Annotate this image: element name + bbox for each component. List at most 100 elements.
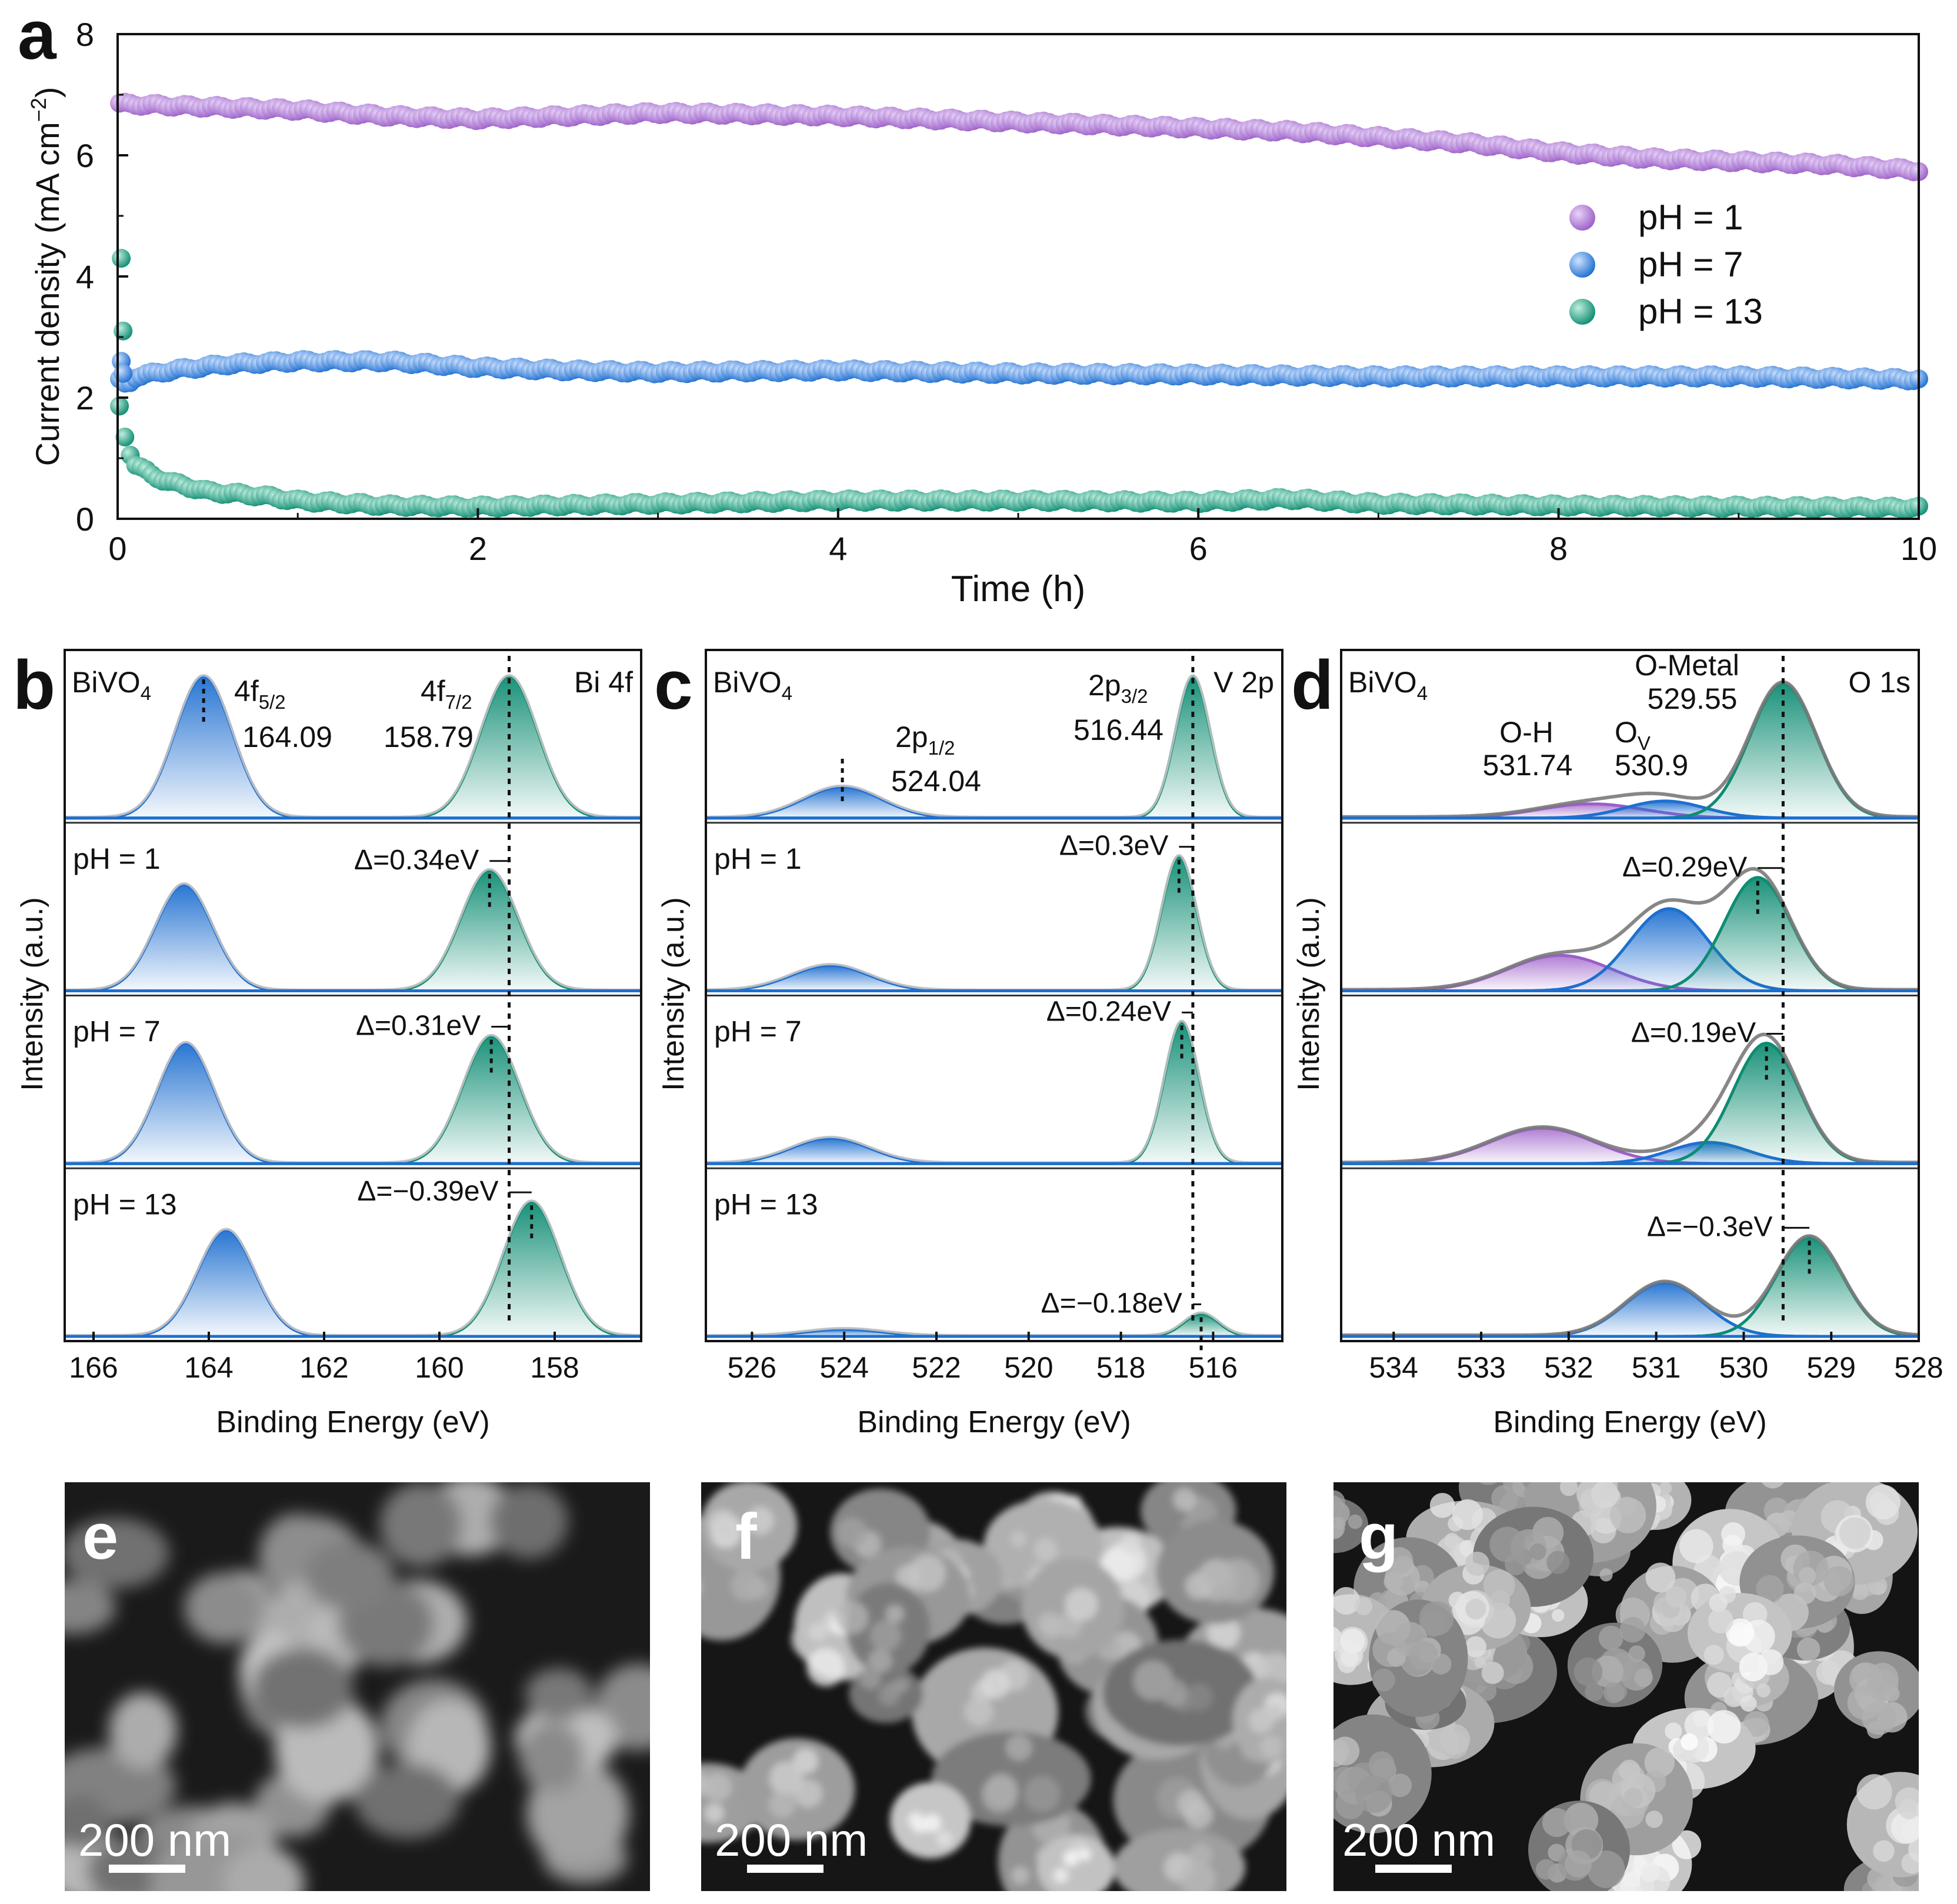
peak-fill-blue (1341, 1282, 1919, 1336)
particle-lump (1839, 1517, 1871, 1549)
particle (65, 1580, 116, 1635)
particle-lump (701, 1780, 715, 1796)
particle-lump (837, 1517, 867, 1548)
peak-value-164: 164.09 (242, 721, 332, 753)
sample-label-b: BiVO4 (72, 666, 151, 704)
particle-lump (731, 1570, 762, 1602)
particle-lump (1041, 1618, 1062, 1639)
particle-lump (1121, 1533, 1141, 1554)
x-tick-label-b: 164 (184, 1351, 233, 1384)
particle-lump (981, 1776, 1018, 1813)
particle-lump (769, 1791, 796, 1818)
y-axis-label-b: Intensity (a.u.) (15, 897, 49, 1091)
x-tick-label-c: 524 (819, 1351, 868, 1384)
particle-lump (896, 1564, 921, 1589)
sample-label-c: BiVO4 (713, 666, 792, 704)
peak-label-2p32-main: 2p (1088, 669, 1121, 702)
sem-image-f (701, 1482, 1286, 1891)
peak-label-ov-sub: V (1638, 732, 1651, 754)
particle-lump (1160, 1679, 1188, 1707)
particle-lump (1891, 1812, 1919, 1843)
peak-label-4f72: 4f7/2 (421, 675, 472, 713)
x-tick-label-d: 528 (1894, 1351, 1943, 1384)
peak-label-2p12-main: 2p (895, 721, 928, 753)
particle-lump (1465, 1598, 1486, 1620)
particle-lump (1708, 1608, 1733, 1633)
shift-label-b: Δ=−0.39eV (357, 1176, 498, 1207)
annotations-d: Δ=0.29eV Δ=0.19eV Δ=−0.3eV BiVO4 O 1s O-H531.… (1348, 649, 1911, 1323)
envelope-line (1341, 867, 1919, 992)
peak-fill-blue (706, 1329, 1282, 1336)
axis-ticks-b: 166 164 162 160 158 (69, 1332, 579, 1384)
peak-fill-blue (706, 1138, 1282, 1164)
x-tick-label-b: 160 (415, 1351, 464, 1384)
particle-lump (1542, 1808, 1572, 1838)
particle (305, 1541, 395, 1610)
particle (489, 1483, 568, 1559)
series-pH13 (110, 249, 1928, 519)
particle-lump (1726, 1618, 1755, 1647)
plot-area-b (65, 673, 641, 1338)
particle-lump (1573, 1658, 1603, 1686)
particle-lump (1465, 1636, 1486, 1658)
shift-label-b: Δ=0.31eV (356, 1010, 481, 1041)
particle-lump (1873, 1840, 1895, 1862)
shift-label-c: Δ=−0.18eV (1041, 1288, 1182, 1319)
core-level-label-c: V 2p (1213, 666, 1274, 699)
particle-lump (1756, 1683, 1771, 1698)
particle-lump (1740, 1695, 1757, 1712)
row-label-c: pH = 7 (714, 1015, 802, 1048)
axis-ticks-a: 0 2 4 6 8 10 0 2 4 6 8 (76, 16, 1937, 567)
particle-lump (981, 1669, 1010, 1699)
legend-marker-ph13 (1569, 299, 1595, 325)
annotations-b: pH = 1 Δ=0.34eV pH = 7 Δ=0.31eV pH = 13 Δ=−0.… (72, 656, 633, 1323)
particle-lump (1300, 1638, 1324, 1662)
particle-lump (1672, 1830, 1702, 1859)
x-tick-label-d: 529 (1806, 1351, 1855, 1384)
particle-lump (1599, 1568, 1613, 1582)
particle-lump (964, 1697, 993, 1726)
spectrum-row-d (1341, 680, 1919, 824)
scale-label-g: 200 nm (1342, 1814, 1495, 1866)
peak-fill-green (706, 1022, 1282, 1164)
peak-value-524: 524.04 (891, 765, 981, 798)
particle-lump (1865, 1485, 1901, 1520)
panel-letter-d: d (1291, 646, 1333, 724)
particle-lump (1851, 1581, 1869, 1600)
particle (525, 1668, 593, 1720)
y-tick-label-a: 4 (76, 258, 94, 295)
particle-lump (1916, 1802, 1919, 1818)
particle-lump (808, 1622, 828, 1642)
spectrum-row-c (706, 673, 1282, 824)
particle (109, 1692, 178, 1769)
particle-lump (1065, 1588, 1098, 1622)
legend-marker-ph7 (1569, 252, 1595, 278)
plot-area-c (705, 673, 1282, 1338)
axes-frame-c (705, 649, 1283, 1342)
particle-lump (1793, 1582, 1816, 1605)
row-label-b: pH = 1 (73, 842, 161, 875)
annotations-c: pH = 1 Δ=0.3eV pH = 7 Δ=0.24eV pH = 13 Δ=−0.1… (713, 656, 1274, 1355)
shift-label-c: Δ=0.3eV (1059, 831, 1169, 862)
sample-label-c-main: BiVO (713, 666, 782, 699)
particle-lump (1681, 1733, 1698, 1750)
row-label-c: pH = 1 (714, 842, 802, 875)
particle-lump (1628, 1645, 1645, 1662)
peak-fill-green (1341, 1043, 1919, 1164)
peak-label-ov: OV (1615, 716, 1651, 754)
particle-lump (1333, 1518, 1334, 1524)
row-label-b: pH = 13 (73, 1188, 177, 1221)
x-tick-label-c: 516 (1189, 1351, 1238, 1384)
envelope-line (1341, 1032, 1919, 1165)
particle-lump (1383, 1572, 1403, 1592)
particle-lump (1429, 1493, 1455, 1518)
peak-fill-blue (65, 676, 641, 818)
particle-lump (1409, 1641, 1438, 1670)
peak-label-2p32-sub: 3/2 (1121, 685, 1148, 707)
particle (355, 1763, 460, 1839)
sample-label-c-sub: 4 (782, 682, 792, 704)
x-tick-label-a: 2 (469, 530, 487, 567)
particle-lump (1189, 1843, 1213, 1867)
shift-label-d: Δ=0.19eV (1631, 1018, 1756, 1049)
